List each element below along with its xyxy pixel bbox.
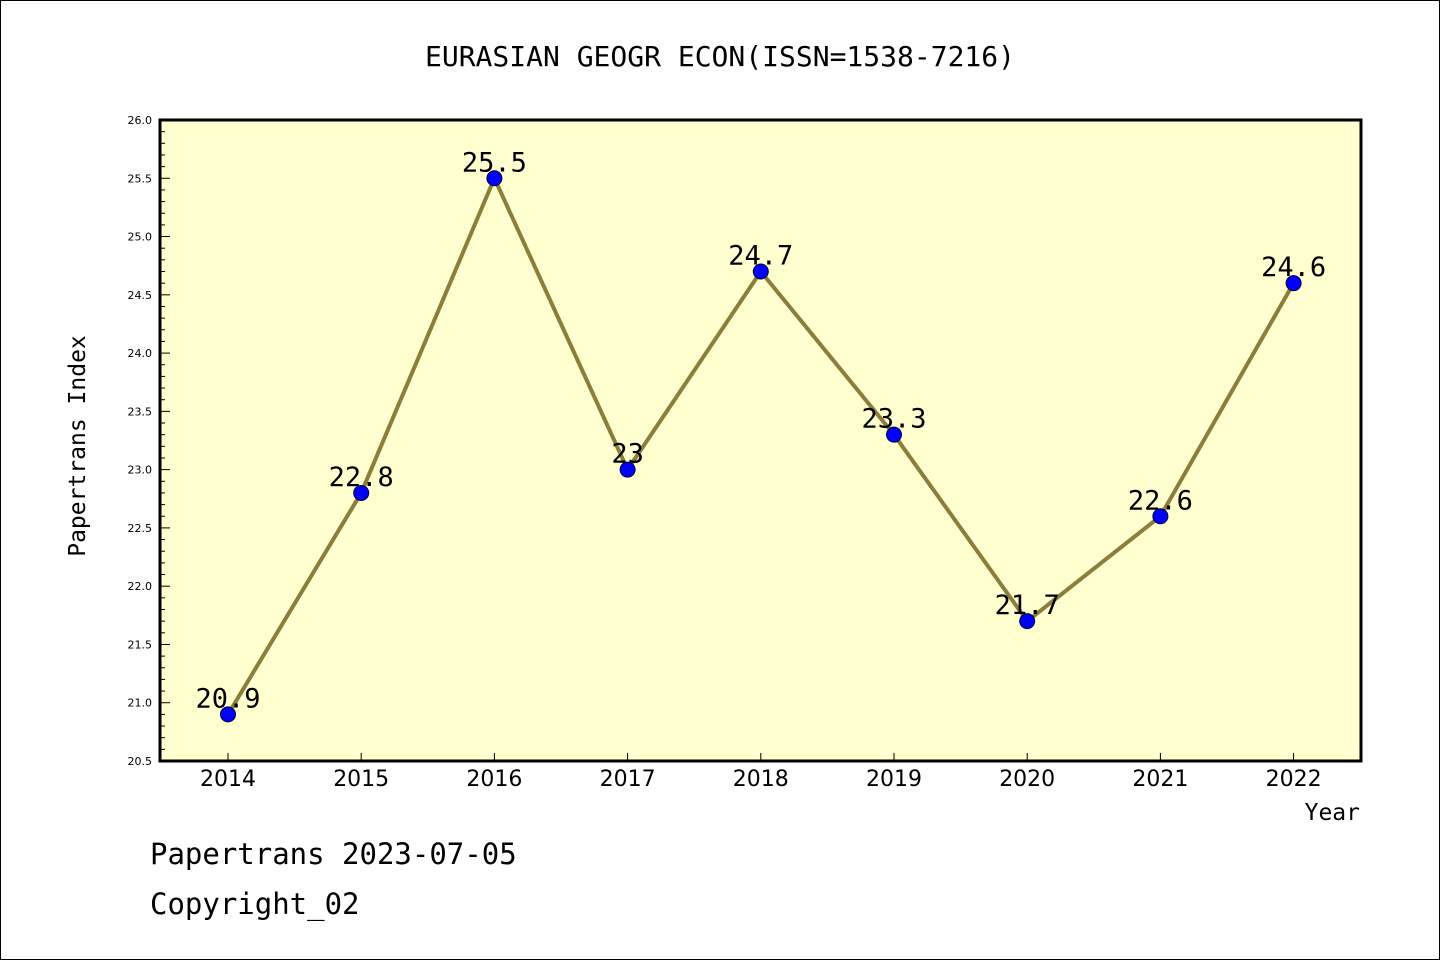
data-label: 22.8 <box>329 462 394 493</box>
chart-title: EURASIAN GEOGR ECON(ISSN=1538-7216) <box>425 40 1015 73</box>
data-point <box>752 263 769 280</box>
data-point <box>886 426 902 443</box>
y-tick-label: 25.0 <box>128 231 153 244</box>
data-point <box>619 461 636 478</box>
x-tick-label: 2017 <box>600 767 656 792</box>
y-tick-label: 23.5 <box>128 405 153 418</box>
y-tick-label: 24.0 <box>128 347 153 360</box>
y-tick-label: 22.0 <box>128 580 153 593</box>
data-label: 20.9 <box>195 683 260 714</box>
x-tick-label: 2022 <box>1266 767 1322 792</box>
data-label: 23 <box>611 439 644 470</box>
data-point <box>486 170 503 187</box>
x-tick-label: 2016 <box>466 767 522 792</box>
data-label: 25.5 <box>462 147 527 178</box>
data-label: 23.3 <box>861 404 926 435</box>
data-label: 24.7 <box>728 241 793 272</box>
x-tick-label: 2018 <box>733 767 789 792</box>
y-tick-label: 20.5 <box>128 755 153 768</box>
y-tick-label: 21.5 <box>128 638 153 651</box>
y-tick-label: 24.5 <box>128 289 153 302</box>
x-tick-label: 2015 <box>333 767 389 792</box>
x-tick-label: 2014 <box>200 767 256 792</box>
y-tick-label: 21.0 <box>128 697 153 710</box>
x-tick-label: 2021 <box>1132 767 1188 792</box>
y-tick-label: 26.0 <box>128 114 153 127</box>
x-tick-label: 2020 <box>999 767 1055 792</box>
data-point <box>353 484 370 501</box>
data-label: 22.6 <box>1128 485 1193 516</box>
footer-copyright-text: Copyright_02 <box>150 887 360 922</box>
data-label: 21.7 <box>995 590 1060 621</box>
x-axis: 2014 2015 2016 2017 2018 2019 2020 2021 2022 <box>200 753 1322 792</box>
y-tick-label: 22.5 <box>128 522 153 535</box>
data-point <box>220 706 236 723</box>
y-tick-label: 23.0 <box>128 464 153 477</box>
data-point <box>1019 613 1036 630</box>
x-axis-label: Year <box>1305 800 1360 826</box>
y-tick-label: 25.5 <box>128 172 153 185</box>
y-axis: 20.5 21.0 21.5 22.0 22.5 23.0 23.5 24.0 24.5 25.0… <box>128 114 170 768</box>
footer-date-text: Papertrans 2023-07-05 <box>150 837 517 871</box>
data-label: 24.6 <box>1261 252 1326 283</box>
data-point <box>1285 275 1302 292</box>
x-tick-label: 2019 <box>866 767 922 792</box>
y-axis-label: Papertrans Index <box>65 335 91 557</box>
series-layer: 20.9 22.8 25.5 23 24.7 23.3 21.7 22.6 24.6 <box>195 147 1326 723</box>
plot-area <box>158 118 1363 763</box>
data-point <box>1152 508 1169 525</box>
